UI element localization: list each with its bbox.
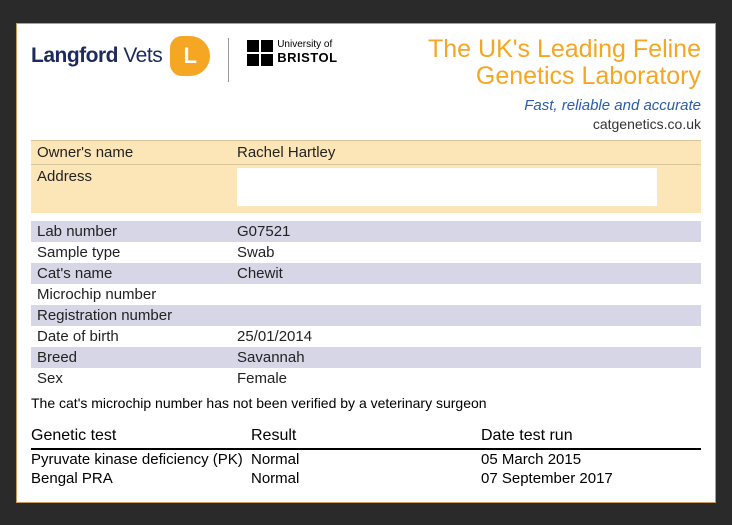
row-breed: Breed Savannah <box>31 347 701 368</box>
verification-note: The cat's microchip number has not been … <box>31 395 701 411</box>
value-microchip <box>231 284 701 305</box>
label-registration: Registration number <box>31 305 231 326</box>
value-breed: Savannah <box>231 347 701 368</box>
test-row: Bengal PRA Normal 07 September 2017 <box>31 469 701 488</box>
row-sex: Sex Female <box>31 368 701 389</box>
tests-header-test: Genetic test <box>31 425 251 449</box>
label-sex: Sex <box>31 368 231 389</box>
tests-header-result: Result <box>251 425 481 449</box>
logo-word-1: Langford <box>31 44 118 67</box>
header-divider <box>228 38 229 82</box>
row-sample-type: Sample type Swab <box>31 242 701 263</box>
langford-logo: Langford Vets L <box>31 36 210 76</box>
value-sample-type: Swab <box>231 242 701 263</box>
owner-name-value: Rachel Hartley <box>231 140 701 164</box>
label-sample-type: Sample type <box>31 242 231 263</box>
tests-header-row: Genetic test Result Date test run <box>31 425 701 449</box>
tests-header-date: Date test run <box>481 425 701 449</box>
test-result: Normal <box>251 449 481 469</box>
header: Langford Vets L University of BRISTOL Th… <box>31 36 701 132</box>
value-dob: 25/01/2014 <box>231 326 701 347</box>
owner-address-cell <box>231 164 701 213</box>
value-registration <box>231 305 701 326</box>
label-dob: Date of birth <box>31 326 231 347</box>
value-sex: Female <box>231 368 701 389</box>
owner-address-value <box>237 168 657 206</box>
label-breed: Breed <box>31 347 231 368</box>
test-name: Bengal PRA <box>31 469 251 488</box>
row-microchip: Microchip number <box>31 284 701 305</box>
owner-table: Owner's name Rachel Hartley Address <box>31 140 701 213</box>
uob-text: University of BRISTOL <box>277 40 337 64</box>
test-date: 05 March 2015 <box>481 449 701 469</box>
headline-line2: Genetics Laboratory <box>476 62 701 90</box>
row-dob: Date of birth 25/01/2014 <box>31 326 701 347</box>
row-cats-name: Cat's name Chewit <box>31 263 701 284</box>
row-lab-number: Lab number G07521 <box>31 221 701 242</box>
owner-name-row: Owner's name Rachel Hartley <box>31 140 701 164</box>
tests-table: Genetic test Result Date test run Pyruva… <box>31 425 701 488</box>
owner-address-label: Address <box>31 164 231 213</box>
test-row: Pyruvate kinase deficiency (PK) Normal 0… <box>31 449 701 469</box>
langford-wordmark: Langford Vets <box>31 44 162 68</box>
test-name: Pyruvate kinase deficiency (PK) <box>31 449 251 469</box>
uob-crest-icon <box>247 40 273 66</box>
university-of-bristol-logo: University of BRISTOL <box>247 40 337 66</box>
headline-block: The UK's Leading Feline Genetics Laborat… <box>428 36 701 132</box>
cat-info-table: Lab number G07521 Sample type Swab Cat's… <box>31 221 701 389</box>
label-lab-number: Lab number <box>31 221 231 242</box>
value-cats-name: Chewit <box>231 263 701 284</box>
headline: The UK's Leading Feline Genetics Laborat… <box>428 36 701 91</box>
label-cats-name: Cat's name <box>31 263 231 284</box>
test-date: 07 September 2017 <box>481 469 701 488</box>
logo-word-2: Vets <box>123 44 162 67</box>
owner-address-row: Address <box>31 164 701 213</box>
test-result: Normal <box>251 469 481 488</box>
uob-line2: BRISTOL <box>277 51 337 65</box>
certificate-page: Langford Vets L University of BRISTOL Th… <box>16 23 716 503</box>
owner-name-label: Owner's name <box>31 140 231 164</box>
row-registration: Registration number <box>31 305 701 326</box>
langford-l-icon: L <box>170 36 210 76</box>
headline-line1: The UK's Leading Feline <box>428 35 701 63</box>
label-microchip: Microchip number <box>31 284 231 305</box>
value-lab-number: G07521 <box>231 221 701 242</box>
site-url: catgenetics.co.uk <box>428 116 701 132</box>
tagline: Fast, reliable and accurate <box>428 97 701 114</box>
